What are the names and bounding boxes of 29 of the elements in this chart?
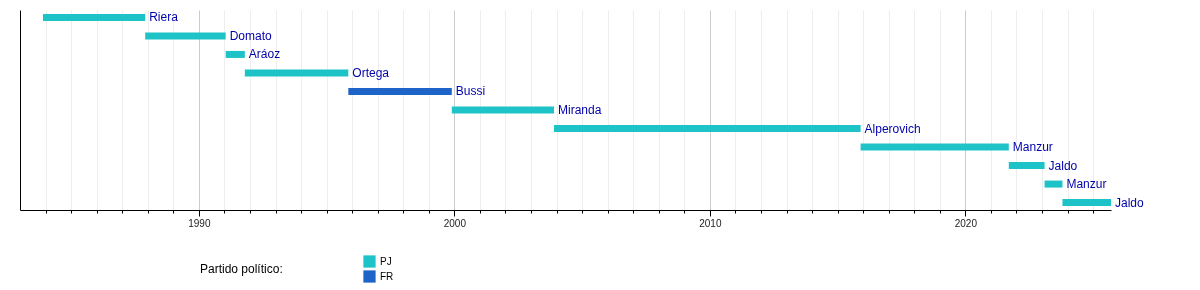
y-tick-label: Ortega xyxy=(352,65,390,80)
bar xyxy=(225,50,245,58)
bar xyxy=(860,143,1009,151)
y-tick-label: Alperovich xyxy=(864,121,921,136)
y-tick-label: Miranda xyxy=(558,103,602,117)
legend-title: Partido político: xyxy=(200,262,283,276)
bar xyxy=(554,125,861,133)
bar xyxy=(244,69,349,77)
bar xyxy=(451,106,554,114)
bar xyxy=(1062,199,1111,207)
y-tick-label: Domato xyxy=(229,28,273,43)
x-tick-label: 2010 xyxy=(699,217,722,229)
y-tick-label: Jaldo xyxy=(1048,158,1078,173)
bar xyxy=(1008,162,1045,170)
bar xyxy=(1044,180,1063,188)
bar xyxy=(43,13,146,21)
x-tick-label: 2020 xyxy=(954,217,978,229)
y-tick-label: Manzur xyxy=(1066,177,1107,192)
x-tick-label: 1990 xyxy=(188,217,211,229)
x-tick-label: 2000 xyxy=(443,217,467,229)
y-tick-label: Bussi xyxy=(455,84,486,99)
y-tick-label: Manzur xyxy=(1012,140,1053,155)
y-tick-label: Jaldo xyxy=(1115,195,1145,210)
bar xyxy=(348,87,452,95)
y-tick-label: Aráoz xyxy=(248,47,281,62)
bar xyxy=(145,32,226,40)
legend-label: FR xyxy=(380,270,394,282)
y-tick-label: Riera xyxy=(149,10,179,25)
legend-label: PJ xyxy=(380,255,392,267)
